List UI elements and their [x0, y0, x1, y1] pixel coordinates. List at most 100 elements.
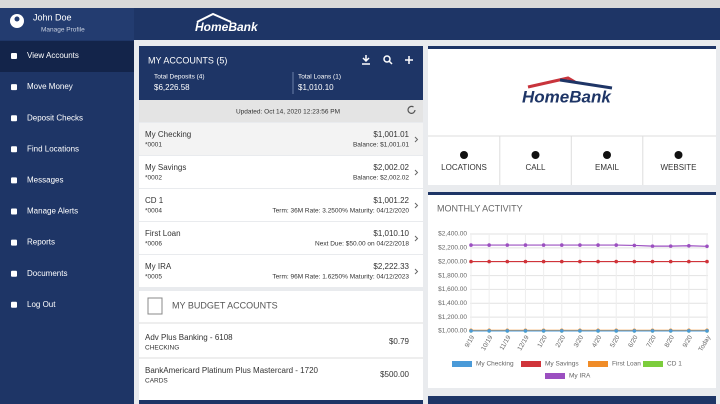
data-point — [650, 244, 655, 248]
data-point — [632, 243, 637, 248]
menu-item[interactable]: View Accounts — [27, 51, 79, 60]
data-point — [596, 329, 600, 333]
browser-bar — [0, 0, 720, 8]
account-row[interactable] — [139, 156, 423, 188]
data-point — [505, 259, 510, 264]
search-icon[interactable] — [383, 55, 393, 65]
brand-logo: HomeBank — [522, 76, 612, 106]
budget-panel — [139, 291, 423, 404]
data-point — [487, 329, 491, 333]
download-icon[interactable] — [362, 55, 370, 65]
accounts-header — [139, 46, 423, 100]
series-line — [471, 244, 708, 247]
menu-icon — [11, 177, 17, 184]
legend-label[interactable]: My Savings — [545, 361, 579, 368]
data-point — [469, 243, 473, 247]
legend-label[interactable]: My IRA — [569, 373, 591, 380]
account-amount: $1,001.22 — [373, 196, 409, 205]
link-icon — [531, 151, 540, 159]
chevron — [414, 202, 419, 209]
legend-swatch — [452, 361, 472, 367]
data-point — [614, 259, 619, 264]
account-row[interactable] — [139, 189, 423, 221]
menu-active — [0, 41, 134, 72]
data-point — [505, 243, 510, 247]
account-row[interactable] — [139, 255, 423, 287]
link-icon — [674, 151, 683, 159]
y-tick-label: $1,800.00 — [438, 272, 467, 279]
legend-label[interactable]: CD 1 — [667, 361, 682, 368]
logo-text: HomeBank — [522, 87, 612, 106]
link-label[interactable]: CALL — [525, 163, 546, 172]
menu-icon — [11, 301, 17, 308]
account-amount: $2,222.33 — [373, 262, 409, 271]
menu-item[interactable]: Log Out — [27, 300, 56, 309]
data-point — [541, 329, 546, 333]
menu-icon — [11, 53, 17, 59]
menu-item[interactable]: Reports — [27, 238, 55, 247]
loans-label: Total Loans (1) — [298, 74, 341, 81]
menu-icon — [11, 270, 17, 277]
y-tick-label: $1,600.00 — [438, 286, 467, 293]
account-detail: Balance: $1,001.01 — [353, 142, 409, 149]
budget-name[interactable]: BankAmericard Platinum Plus Mastercard -… — [145, 366, 319, 375]
data-point — [596, 259, 600, 264]
chevron — [414, 169, 419, 176]
chevron — [414, 235, 419, 242]
budget-amount: $0.79 — [389, 337, 410, 346]
data-point — [523, 329, 528, 333]
add-icon[interactable] — [405, 56, 413, 64]
data-point — [705, 259, 709, 264]
link-icon — [603, 151, 611, 159]
manage-profile[interactable]: Manage Profile — [41, 27, 85, 34]
menu-icon — [11, 146, 17, 153]
data-point — [578, 259, 582, 264]
menu-item[interactable]: Documents — [27, 269, 67, 278]
menu-icon — [11, 239, 17, 246]
menu-icon — [11, 115, 17, 122]
data-point — [487, 259, 491, 264]
menu-item[interactable]: Messages — [27, 176, 63, 185]
data-point — [559, 259, 564, 264]
data-point — [469, 259, 473, 264]
refresh-icon[interactable] — [407, 105, 416, 114]
link-label[interactable]: LOCATIONS — [441, 163, 487, 172]
data-point — [596, 243, 600, 247]
account-name: First Loan — [145, 229, 181, 238]
menu-item[interactable]: Find Locations — [27, 144, 79, 153]
account-amount: $1,010.10 — [373, 229, 409, 238]
account-name: My Savings — [145, 163, 186, 172]
logo-text: HomeBank — [195, 20, 259, 34]
menu-icon — [11, 208, 17, 215]
data-point — [705, 244, 709, 249]
data-point — [650, 259, 655, 264]
legend-swatch — [545, 373, 565, 379]
menu-item[interactable]: Deposit Checks — [27, 113, 83, 122]
account-row[interactable] — [139, 123, 423, 155]
chart-panel — [428, 192, 716, 388]
panel-edge — [428, 396, 716, 404]
y-tick-label: $2,400.00 — [438, 231, 467, 238]
legend-label[interactable]: My Checking — [476, 361, 514, 368]
data-point — [487, 243, 491, 247]
menu-item[interactable]: Manage Alerts — [27, 207, 78, 216]
chart-title: MONTHLY ACTIVITY — [437, 203, 523, 213]
account-detail: Balance: $2,002.02 — [353, 175, 409, 182]
account-number: *0006 — [145, 241, 162, 248]
budget-name[interactable]: Adv Plus Banking - 6108 — [145, 333, 233, 342]
y-tick-label: $2,000.00 — [438, 258, 467, 265]
data-point — [541, 259, 546, 264]
link-label[interactable]: WEBSITE — [660, 163, 696, 172]
chevron — [414, 268, 419, 275]
data-point — [668, 244, 673, 248]
header-logo: HomeBank — [195, 12, 259, 34]
deposits-total: $6,226.58 — [154, 83, 190, 92]
link-label[interactable]: EMAIL — [595, 163, 620, 172]
menu-item[interactable]: Move Money — [27, 82, 73, 91]
legend-swatch — [521, 361, 541, 367]
legend-label[interactable]: First Loan — [612, 361, 641, 368]
budget-type: CHECKING — [145, 345, 179, 352]
data-point — [523, 259, 528, 264]
account-row[interactable] — [139, 222, 423, 254]
data-point — [559, 243, 564, 247]
